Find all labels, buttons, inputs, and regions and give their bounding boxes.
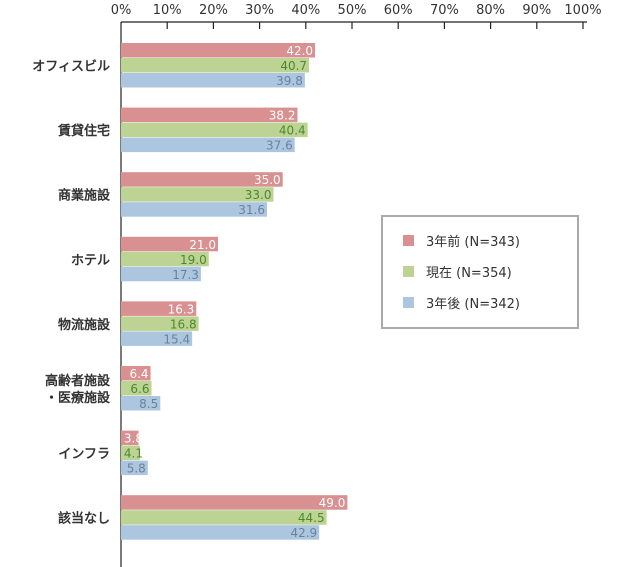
category-label: ホテル: [71, 253, 110, 268]
data-label: 17.3: [172, 268, 199, 282]
bar: [121, 251, 209, 267]
data-label: 16.3: [168, 302, 195, 316]
data-label: 4.1: [124, 447, 143, 461]
bar: [121, 510, 327, 525]
bar: [121, 525, 320, 540]
x-tick-label: 100%: [564, 3, 601, 18]
legend-swatch: [403, 297, 414, 308]
data-label: 39.8: [276, 74, 303, 88]
data-label: 16.8: [170, 317, 197, 331]
legend-label: 現在 (N=354): [426, 266, 512, 281]
bar: [121, 187, 274, 202]
legend-swatch: [403, 235, 414, 246]
data-label: 40.7: [280, 59, 307, 73]
x-tick-label: 80%: [476, 3, 505, 18]
data-label: 38.2: [269, 109, 296, 123]
legend-box: [381, 215, 579, 329]
data-label: 42.0: [286, 44, 313, 58]
bar: [121, 366, 151, 381]
bar: [121, 137, 295, 153]
data-label: 42.9: [290, 526, 317, 540]
data-label: 21.0: [189, 238, 216, 252]
category-label: 高齢者施設: [45, 373, 111, 389]
data-label: 44.5: [298, 511, 325, 525]
data-label: 19.0: [180, 253, 207, 267]
data-label: 5.8: [127, 462, 146, 476]
bar: [121, 301, 197, 316]
bar: [121, 236, 219, 252]
x-tick-label: 10%: [153, 3, 182, 18]
legend-label: 3年前 (N=343): [426, 234, 520, 250]
bar: [121, 495, 348, 510]
category-label: ・医療施設: [45, 390, 111, 406]
category-label: インフラ: [58, 447, 110, 462]
bar: [121, 202, 267, 217]
data-label: 37.6: [266, 139, 293, 153]
data-label: 15.4: [163, 332, 190, 346]
x-tick-label: 70%: [430, 3, 459, 18]
bar: [121, 396, 161, 411]
x-tick-label: 90%: [522, 3, 551, 18]
x-tick-label: 0%: [111, 3, 132, 18]
x-tick-label: 60%: [384, 3, 413, 18]
bar: [121, 73, 305, 88]
bar: [121, 381, 152, 396]
bar: [121, 460, 148, 476]
bar: [121, 122, 308, 138]
data-label: 3.8: [124, 432, 143, 446]
x-tick-label: 20%: [199, 3, 228, 18]
category-label: 物流施設: [58, 317, 111, 333]
bar: [121, 172, 283, 187]
bar: [121, 331, 193, 346]
data-label: 8.5: [139, 397, 158, 411]
bar: [121, 266, 201, 282]
data-label: 33.0: [245, 188, 272, 202]
data-label: 31.6: [238, 203, 265, 217]
data-label: 49.0: [319, 496, 346, 510]
bar: [121, 43, 316, 58]
bar: [121, 445, 140, 461]
data-label: 35.0: [254, 173, 281, 187]
category-label: 商業施設: [58, 188, 111, 204]
x-tick-label: 30%: [245, 3, 274, 18]
bar: [121, 316, 199, 331]
legend-swatch: [403, 266, 414, 277]
data-label: 6.6: [130, 382, 149, 396]
x-tick-label: 40%: [291, 3, 320, 18]
category-label: オフィスビル: [32, 59, 110, 75]
data-label: 40.4: [279, 124, 306, 138]
data-label: 6.4: [129, 367, 148, 381]
category-label: 賃貸住宅: [57, 123, 110, 139]
bar: [121, 58, 310, 73]
x-tick-label: 50%: [338, 3, 367, 18]
bar: [121, 430, 139, 446]
legend-label: 3年後 (N=342): [426, 297, 520, 312]
category-label: 該当なし: [58, 511, 110, 527]
bar: [121, 107, 298, 123]
